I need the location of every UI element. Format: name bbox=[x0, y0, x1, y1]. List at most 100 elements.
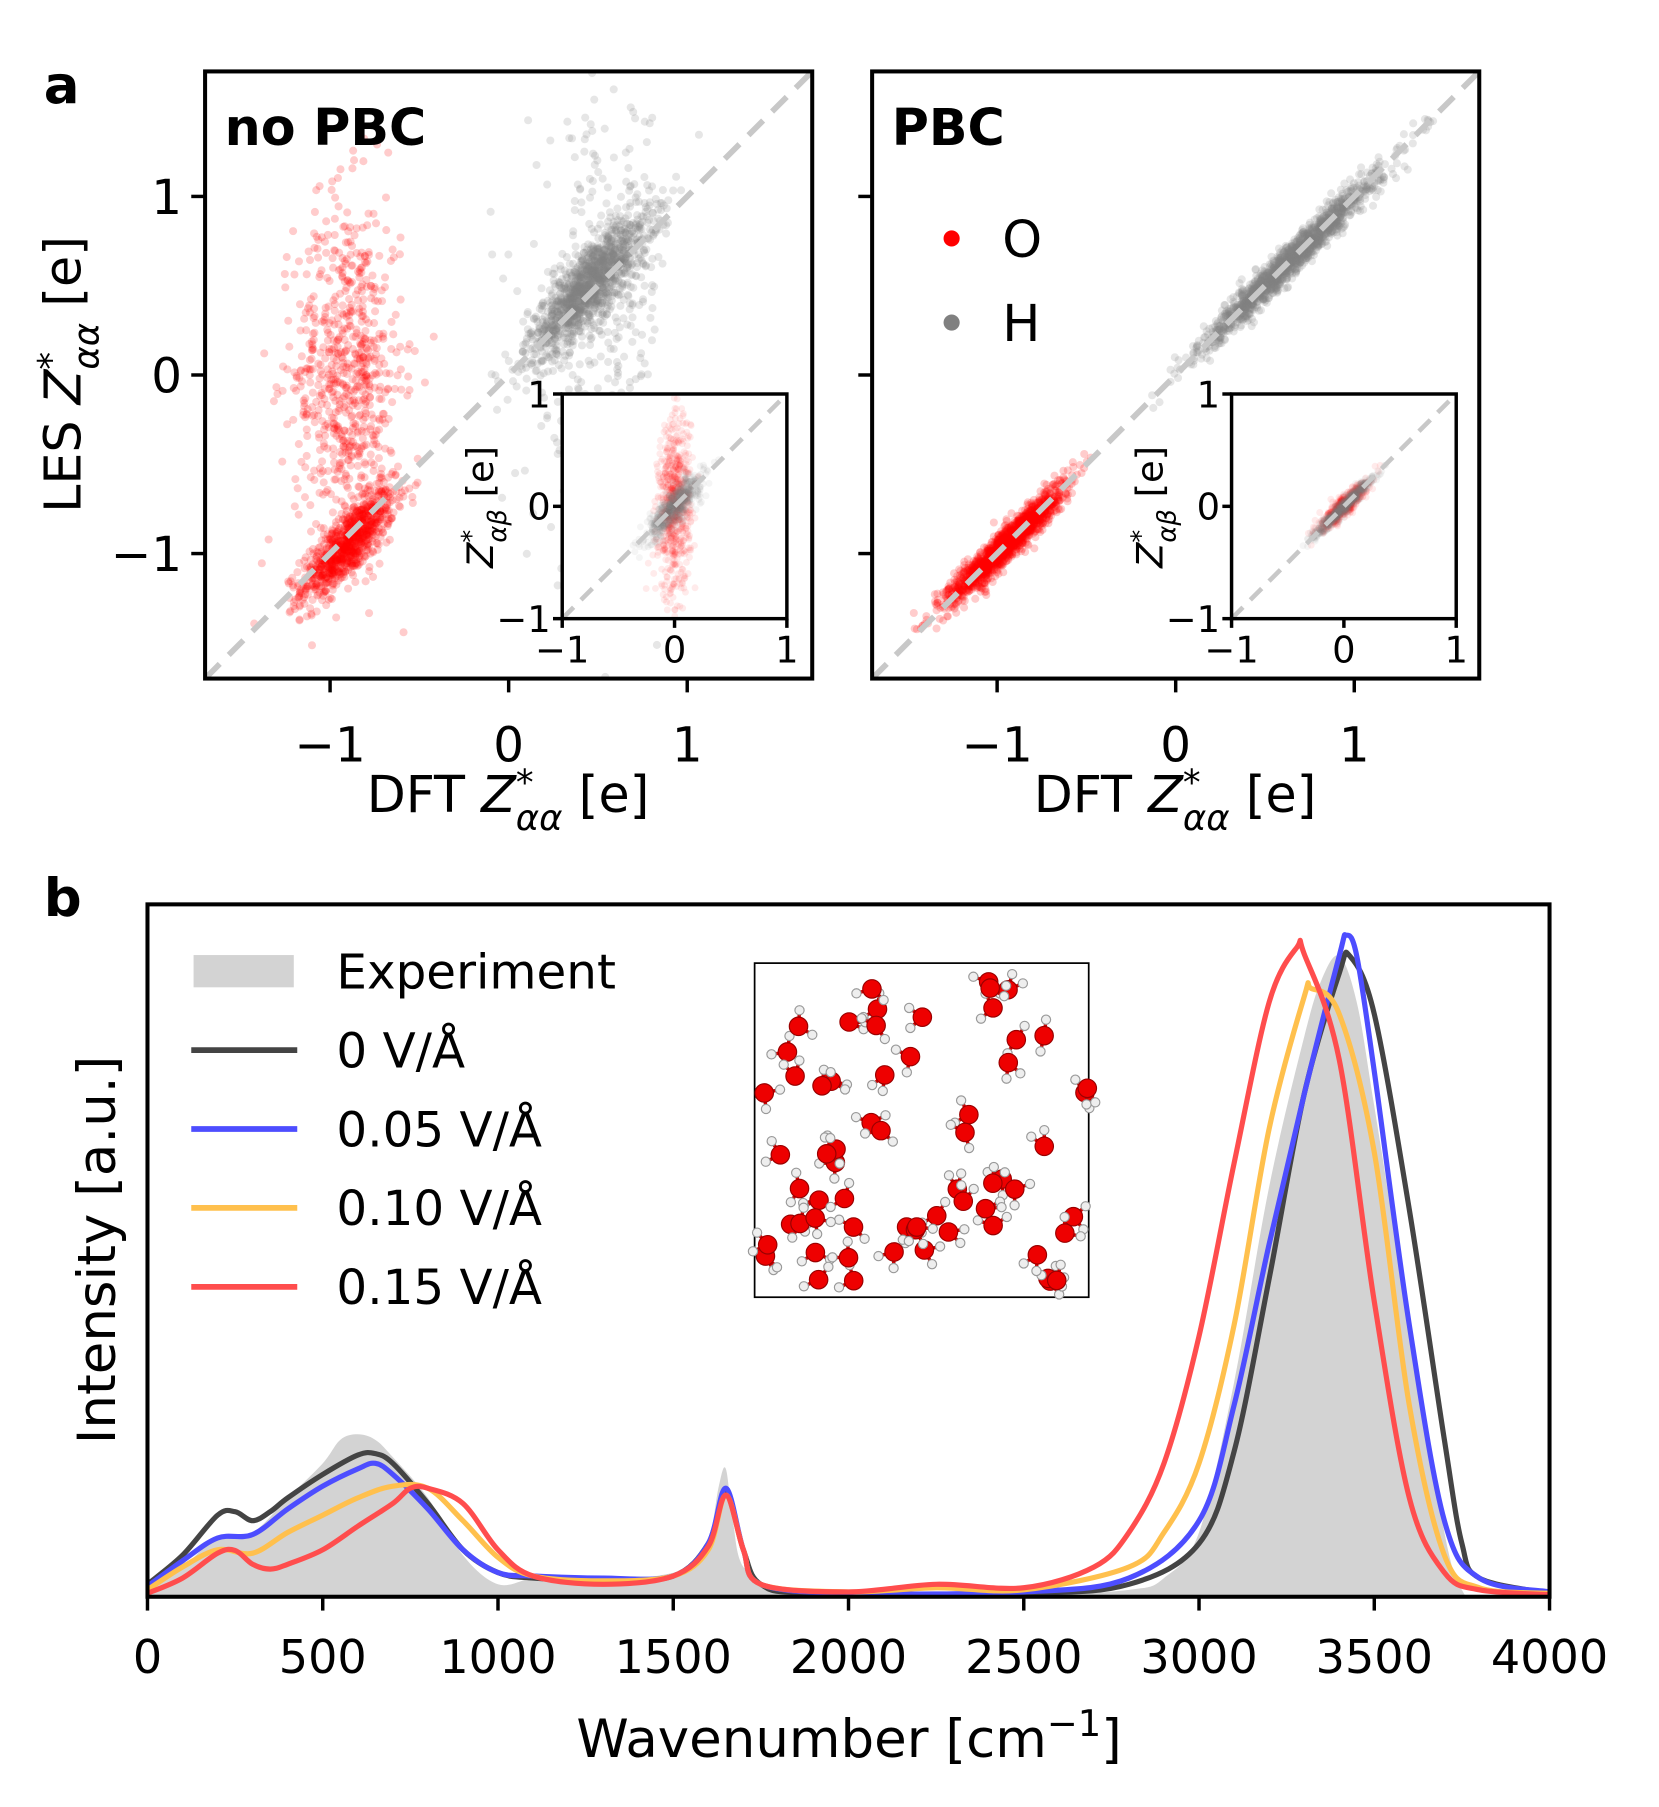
scatter-point-O bbox=[332, 337, 341, 346]
scatter-point-O bbox=[365, 534, 374, 543]
scatter-point-O bbox=[338, 273, 347, 282]
scatter-point-O bbox=[371, 369, 380, 378]
scatter-point-H bbox=[596, 352, 605, 361]
scatter-point-O bbox=[349, 395, 358, 404]
scatter-point-H bbox=[620, 352, 629, 361]
scatter-point-O bbox=[337, 557, 346, 567]
scatter-point-O bbox=[281, 283, 290, 292]
scatter-point-H bbox=[576, 270, 585, 279]
scatter-point-O bbox=[370, 525, 379, 534]
scatter-point-O bbox=[340, 543, 349, 552]
scatter-point-O bbox=[384, 473, 393, 482]
scatter-point-O bbox=[351, 385, 360, 394]
scatter-point-H bbox=[532, 315, 541, 324]
scatter-point-H bbox=[572, 314, 581, 323]
scatter-point-O bbox=[355, 537, 364, 546]
scatter-point-O bbox=[300, 493, 310, 502]
scatter-point-O bbox=[374, 524, 383, 533]
scatter-point-H bbox=[566, 321, 575, 330]
scatter-point-O bbox=[339, 436, 348, 445]
scatter-point-O bbox=[286, 607, 295, 616]
scatter-point-H bbox=[594, 168, 603, 177]
scatter-point-O bbox=[331, 529, 340, 538]
scatter-point-O bbox=[342, 255, 351, 264]
scatter-point-O bbox=[349, 495, 358, 504]
scatter-point-O bbox=[305, 301, 314, 310]
scatter-point-O bbox=[351, 422, 360, 431]
scatter-point-O bbox=[373, 545, 382, 554]
scatter-point-O bbox=[657, 458, 665, 465]
scatter-point-O bbox=[322, 543, 331, 553]
scatter-point-O bbox=[359, 422, 368, 431]
scatter-point-H bbox=[672, 172, 681, 181]
scatter-point-O bbox=[347, 386, 356, 395]
scatter-point-H bbox=[575, 281, 584, 290]
scatter-point-H bbox=[618, 245, 627, 255]
scatter-point-H bbox=[559, 300, 568, 309]
scatter-point-O bbox=[358, 359, 367, 368]
scatter-point-H bbox=[633, 190, 642, 199]
scatter-point-O bbox=[378, 485, 387, 494]
scatter-point-H bbox=[555, 279, 564, 288]
scatter-point-O bbox=[338, 394, 347, 403]
scatter-point-O bbox=[359, 527, 369, 536]
scatter-point-O bbox=[337, 536, 346, 545]
scatter-point-O bbox=[345, 512, 355, 521]
scatter-point-O bbox=[340, 348, 349, 357]
scatter-point-O bbox=[327, 594, 336, 604]
scatter-point-O bbox=[338, 254, 347, 263]
scatter-point-O bbox=[391, 310, 400, 319]
scatter-point-H bbox=[573, 284, 582, 293]
scatter-point-H bbox=[607, 246, 616, 255]
scatter-point-O bbox=[369, 527, 378, 536]
scatter-point-O bbox=[363, 539, 372, 548]
scatter-point-O bbox=[369, 514, 378, 523]
scatter-point-O bbox=[366, 517, 376, 526]
scatter-point-H bbox=[619, 224, 629, 233]
scatter-point-O bbox=[661, 444, 669, 452]
scatter-point-H bbox=[585, 312, 594, 322]
scatter-point-O bbox=[321, 431, 330, 440]
scatter-point-O bbox=[322, 401, 332, 410]
scatter-point-O bbox=[323, 530, 332, 539]
scatter-point-O bbox=[335, 557, 344, 566]
scatter-point-H bbox=[577, 341, 587, 350]
scatter-point-H bbox=[648, 182, 657, 191]
scatter-point-O bbox=[375, 368, 384, 377]
scatter-point-O bbox=[324, 574, 333, 583]
scatter-point-O bbox=[327, 345, 336, 354]
scatter-point-H bbox=[581, 267, 590, 276]
scatter-point-O bbox=[340, 516, 349, 525]
scatter-point-O bbox=[320, 559, 330, 568]
scatter-point-O bbox=[343, 553, 352, 562]
scatter-point-O bbox=[343, 557, 352, 566]
scatter-point-O bbox=[384, 414, 393, 423]
scatter-point-O bbox=[330, 475, 339, 484]
scatter-point-O bbox=[328, 579, 337, 588]
scatter-point-H bbox=[610, 225, 619, 234]
scatter-point-H bbox=[639, 212, 648, 221]
scatter-point-O bbox=[376, 507, 385, 516]
scatter-point-H bbox=[626, 181, 635, 190]
scatter-point-H bbox=[607, 302, 616, 311]
scatter-point-H bbox=[594, 273, 603, 282]
scatter-point-O bbox=[318, 596, 327, 605]
scatter-point-O bbox=[350, 561, 359, 570]
scatter-point-H bbox=[585, 29, 593, 37]
scatter-point-O bbox=[302, 364, 311, 373]
scatter-point-H bbox=[628, 337, 637, 346]
scatter-point-O bbox=[289, 598, 298, 607]
scatter-point-O bbox=[378, 528, 387, 537]
scatter-point-H bbox=[554, 301, 563, 310]
scatter-point-O bbox=[345, 443, 354, 452]
scatter-point-O bbox=[294, 440, 303, 449]
scatter-point-O bbox=[668, 445, 676, 453]
scatter-point-O bbox=[328, 569, 337, 578]
scatter-point-O bbox=[346, 537, 355, 546]
scatter-point-O bbox=[368, 523, 377, 532]
scatter-point-O bbox=[348, 547, 357, 556]
scatter-point-O bbox=[312, 581, 321, 590]
scatter-point-H bbox=[589, 252, 598, 261]
scatter-point-O bbox=[342, 538, 351, 547]
scatter-point-O bbox=[300, 599, 309, 608]
